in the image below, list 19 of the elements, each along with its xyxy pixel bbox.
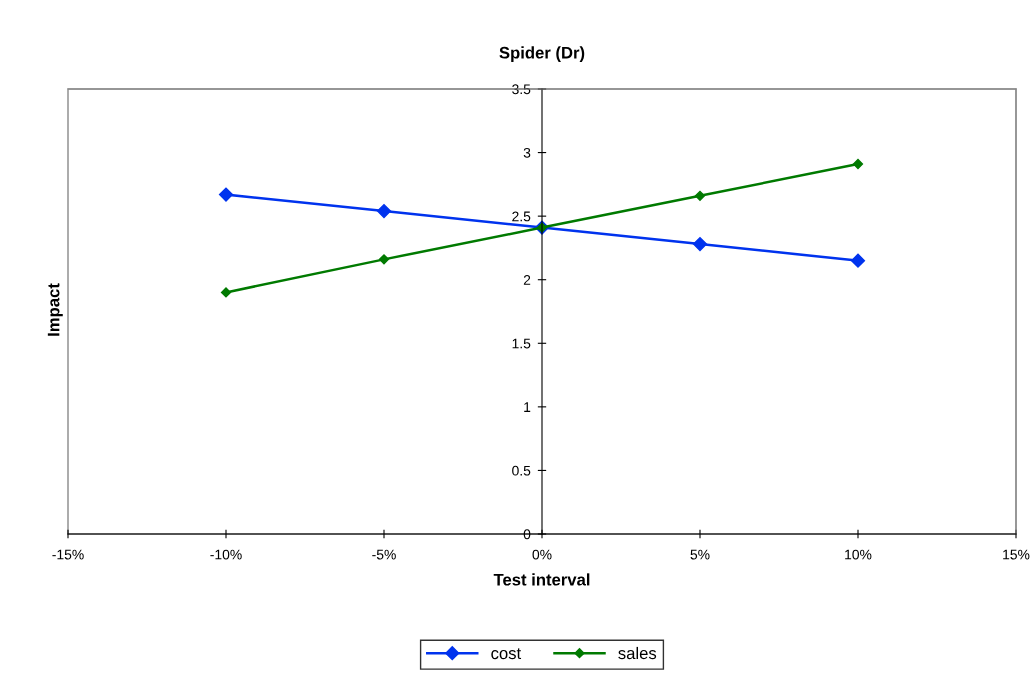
x-tick-label: 10% xyxy=(845,549,872,560)
x-tick-label: 0% xyxy=(532,549,552,560)
y-tick-label: 2 xyxy=(523,275,531,285)
y-tick-label: 2.5 xyxy=(512,211,531,222)
x-axis-title: Test interval xyxy=(493,573,590,586)
legend-label: sales xyxy=(618,646,657,660)
y-tick-label: 3.5 xyxy=(512,84,531,95)
chart-title: Spider (Dr) xyxy=(499,46,585,62)
y-tick-label: 3 xyxy=(523,147,531,158)
y-tick-label: 0.5 xyxy=(512,465,531,476)
y-tick-label: 1 xyxy=(524,402,531,412)
x-tick-label: 5% xyxy=(690,549,710,560)
y-tick-label: 1.5 xyxy=(512,338,531,349)
legend-label: cost xyxy=(491,648,522,660)
x-tick-label: -10% xyxy=(210,549,242,560)
x-tick-label: -5% xyxy=(372,549,396,560)
x-tick-label: -15% xyxy=(52,549,84,560)
y-axis-title: Impact xyxy=(47,283,63,336)
x-tick-label: 15% xyxy=(1003,549,1030,560)
